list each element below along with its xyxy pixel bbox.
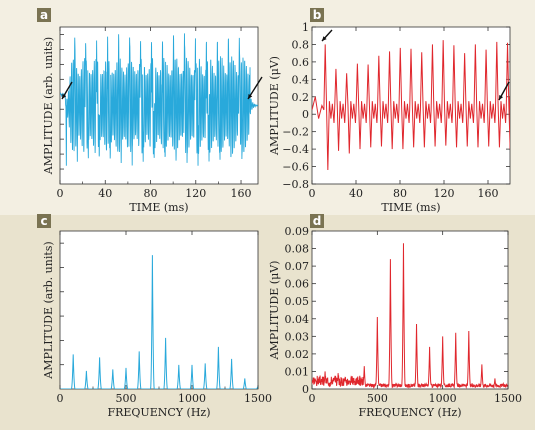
x-tick-label: 120 xyxy=(434,187,455,200)
y-tick-label: −0.2 xyxy=(282,126,309,139)
y-tick-label: 0.08 xyxy=(285,243,310,256)
arrow-head xyxy=(499,95,504,100)
x-tick-label: 500 xyxy=(116,392,137,405)
x-tick-label: 0 xyxy=(57,392,64,405)
plot-area-c xyxy=(59,230,259,390)
x-tick-label: 80 xyxy=(144,187,158,200)
y-tick-label: 0.2 xyxy=(292,91,310,104)
y-axis-label: AMPLITUDE (arb. units) xyxy=(42,241,55,379)
panel-b: −0.8 −0.6 −0.4 −0.2 0 0.2 0.4 0.6 0.8 1 0 40 80 120 16… xyxy=(268,8,511,214)
panel-letter: a xyxy=(40,8,48,22)
series-line xyxy=(312,40,510,171)
panel-letter: d xyxy=(313,214,322,228)
y-tick-label: 0.02 xyxy=(285,348,310,361)
y-tick-label: 0.06 xyxy=(285,278,310,291)
series-line xyxy=(60,33,258,166)
x-tick-label: 40 xyxy=(98,187,112,200)
x-tick-label: 0 xyxy=(309,392,316,405)
y-tick-label: 0 xyxy=(302,383,309,396)
panel-letter: c xyxy=(40,214,47,228)
y-axis-label: AMPLITUDE (μV) xyxy=(268,56,281,156)
panel-badge xyxy=(37,214,51,228)
y-tick-label: −0.4 xyxy=(282,143,309,156)
x-tick-label: 1500 xyxy=(244,392,272,405)
y-axis-label: AMPLITUDE (μV) xyxy=(268,261,281,361)
panel-badge xyxy=(37,8,51,22)
panel-c: 0 500 1000 1500 FREQUENCY (Hz) AMPLITUDE (arb… xyxy=(37,214,272,419)
y-tick-label: 0.05 xyxy=(285,295,310,308)
arrow-head xyxy=(62,94,67,99)
y-tick-label: 0.07 xyxy=(285,260,310,273)
panel-badge xyxy=(310,8,324,22)
plot-area-d xyxy=(311,230,509,390)
x-tick-label: 1000 xyxy=(178,392,206,405)
x-axis-label: TIME (ms) xyxy=(129,201,188,214)
y-tick-label: 0.6 xyxy=(292,56,310,69)
x-axis-label: FREQUENCY (Hz) xyxy=(358,406,461,419)
x-tick-label: 120 xyxy=(185,187,206,200)
panel-letter: b xyxy=(313,8,322,22)
x-tick-label: 40 xyxy=(349,187,363,200)
y-tick-label: −0.6 xyxy=(282,161,309,174)
panel-a: 0 40 80 120 160 TIME (ms) AMPLITUDE (arb. unit… xyxy=(37,8,263,214)
y-tick-label: 0.09 xyxy=(285,225,310,238)
arrow-head xyxy=(322,36,327,41)
x-tick-label: 1000 xyxy=(429,392,457,405)
x-tick-label: 1500 xyxy=(494,392,522,405)
x-tick-label: 0 xyxy=(57,187,64,200)
y-tick-label: 0 xyxy=(302,108,309,121)
x-tick-label: 0 xyxy=(309,187,316,200)
series-line xyxy=(312,243,508,389)
y-tick-label: 1 xyxy=(302,21,309,34)
arrow-head xyxy=(248,94,253,99)
y-tick-label: 0.01 xyxy=(285,365,310,378)
x-tick-label: 500 xyxy=(367,392,388,405)
x-axis-label: TIME (ms) xyxy=(381,201,440,214)
y-tick-label: 0.8 xyxy=(292,38,310,51)
y-tick-label: −0.8 xyxy=(282,178,309,191)
x-tick-label: 160 xyxy=(231,187,252,200)
x-axis-label: FREQUENCY (Hz) xyxy=(107,406,210,419)
y-axis-label: AMPLITUDE (arb. units) xyxy=(42,37,55,175)
y-tick-label: 0.04 xyxy=(285,313,310,326)
x-tick-label: 80 xyxy=(393,187,407,200)
x-tick-label: 160 xyxy=(478,187,499,200)
panel-badge xyxy=(310,214,324,228)
y-tick-label: 0.4 xyxy=(292,73,310,86)
panel-d: 0 0.01 0.02 0.03 0.04 0.05 0.06 0.07 0.08 0.09 0 50… xyxy=(268,214,522,419)
y-tick-label: 0.03 xyxy=(285,330,310,343)
